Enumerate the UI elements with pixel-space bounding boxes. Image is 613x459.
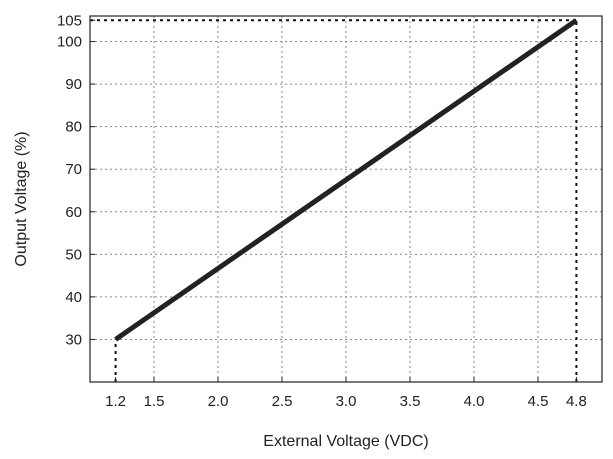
- x-axis-title: External Voltage (VDC): [263, 433, 428, 450]
- y-tick-label: 50: [65, 246, 82, 263]
- reference-lines: [90, 19, 578, 382]
- y-tick-label: 40: [65, 289, 82, 306]
- x-tick-label: 3.0: [336, 393, 357, 410]
- grid: [90, 16, 602, 382]
- y-tick-label: 60: [65, 204, 82, 221]
- y-tick-label: 100: [57, 34, 82, 51]
- y-tick-label: 105: [57, 12, 82, 29]
- x-tick-label: 2.5: [272, 393, 293, 410]
- series-layer: [114, 18, 578, 342]
- y-axis-ticks: 30 40 50 60 70 80 90 100 105: [57, 12, 95, 348]
- x-tick-label: 2.0: [208, 393, 229, 410]
- x-tick-label: 1.2: [105, 393, 126, 410]
- x-axis-ticks: 1.2 1.5 2.0 2.5 3.0 3.5 4.0 4.5 4.8: [105, 377, 587, 410]
- y-tick-label: 70: [65, 161, 82, 178]
- x-tick-label: 4.5: [528, 393, 549, 410]
- x-tick-label: 1.5: [144, 393, 165, 410]
- y-axis-title: Output Voltage (%): [13, 131, 30, 266]
- y-tick-label: 80: [65, 119, 82, 136]
- y-tick-label: 30: [65, 331, 82, 348]
- x-tick-label: 4.8: [566, 393, 587, 410]
- x-tick-label: 4.0: [464, 393, 485, 410]
- y-tick-label: 90: [65, 76, 82, 93]
- series-line: [114, 18, 578, 342]
- x-tick-label: 3.5: [400, 393, 421, 410]
